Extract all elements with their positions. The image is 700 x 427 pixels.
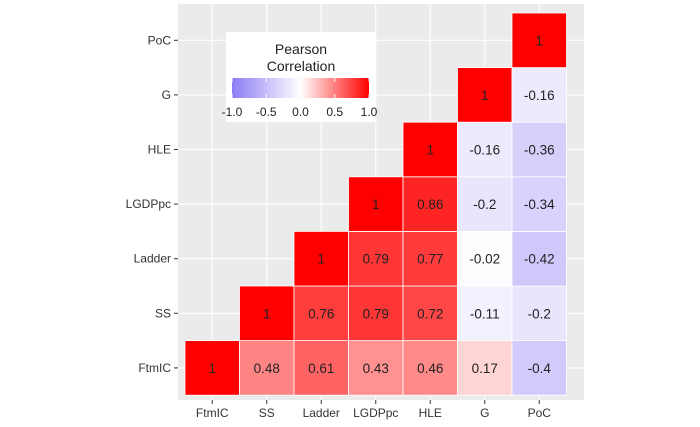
- y-tick-label: LGDPpc: [126, 197, 171, 211]
- y-tick-label: SS: [155, 306, 171, 320]
- heatmap-cell-hle-ladder: [402, 230, 458, 287]
- heatmap-cells: [184, 12, 567, 396]
- cell-value-label: 1: [263, 306, 271, 321]
- heatmap-cell-g-g: [457, 67, 513, 123]
- heatmap-cell-poc-g: [511, 67, 567, 123]
- cell-value-label: -0.4: [528, 361, 552, 376]
- cell-value-label: 1: [317, 252, 325, 267]
- heatmap-cell-ss-ftmic: [239, 340, 295, 396]
- heatmap-cell-poc-ladder: [511, 230, 567, 287]
- cell-value-label: 0.61: [308, 361, 334, 376]
- cell-value-label: 1: [372, 197, 380, 212]
- cell-value-label: -0.2: [473, 197, 496, 212]
- legend-tick-label: -0.5: [256, 105, 277, 119]
- heatmap-cell-ftmic-ftmic: [184, 340, 240, 396]
- y-tick-label: G: [162, 88, 171, 102]
- legend-ticks: -1.0 -0.5 0.0 0.5 1.0: [222, 78, 378, 119]
- legend-title-line2: Correlation: [267, 58, 335, 74]
- cell-value-label: 0.72: [417, 306, 443, 321]
- x-tick-label: PoC: [528, 406, 552, 420]
- cell-value-label: 0.86: [417, 197, 443, 212]
- cell-value-label: 0.17: [472, 361, 498, 376]
- cell-value-label: -0.42: [524, 252, 555, 267]
- y-tick-label: PoC: [148, 33, 172, 47]
- legend-tick-label: 0.0: [292, 105, 309, 119]
- cell-value-label: 1: [426, 143, 434, 158]
- heatmap-cell-g-hle: [457, 121, 513, 178]
- cell-value-label: 1: [535, 33, 543, 48]
- cell-value-label: -0.16: [469, 143, 500, 158]
- cell-value-label: -0.2: [528, 306, 551, 321]
- x-tick-label: HLE: [419, 406, 442, 420]
- cell-value-label: 0.46: [417, 361, 443, 376]
- cell-value-labels: 1 0.48 0.61 0.43 0.46 0.17 -0.4 1 0.76 0.79 0.72 -0…: [208, 33, 555, 376]
- heatmap-cell-poc-poc: [511, 12, 567, 68]
- heatmap-cell-g-lgdppc: [457, 176, 513, 232]
- y-tick-label: FtmIC: [138, 361, 171, 375]
- x-axis: FtmIC SS Ladder LGDPpc HLE G PoC: [196, 400, 551, 420]
- legend-tick-label: 1.0: [361, 105, 378, 119]
- heatmap-cell-g-ftmic: [457, 340, 513, 396]
- cell-value-label: -0.34: [524, 197, 555, 212]
- legend-tick-label: 0.5: [326, 105, 343, 119]
- cell-value-label: 0.79: [363, 252, 389, 267]
- heatmap-cell-lgdppc-ss: [348, 285, 404, 341]
- x-tick-label: G: [480, 406, 489, 420]
- cell-value-label: -0.11: [470, 306, 500, 321]
- cell-value-label: -0.16: [524, 88, 555, 103]
- x-tick-label: SS: [259, 406, 275, 420]
- x-tick-label: FtmIC: [196, 406, 229, 420]
- y-tick-label: HLE: [148, 143, 171, 157]
- cell-value-label: 0.77: [417, 252, 443, 267]
- y-tick-label: Ladder: [134, 252, 171, 266]
- cell-value-label: -0.36: [524, 143, 555, 158]
- heatmap-cell-lgdppc-lgdppc: [348, 176, 404, 232]
- heatmap-cell-ss-ss: [239, 285, 295, 341]
- heatmap-cell-poc-hle: [511, 121, 567, 178]
- cell-value-label: -0.02: [469, 252, 500, 267]
- legend-background: [226, 32, 376, 122]
- legend-tick-label: -1.0: [222, 105, 243, 119]
- heatmap-cell-hle-hle: [402, 121, 458, 178]
- cell-value-label: 0.79: [363, 306, 389, 321]
- heatmap-cell-poc-ss: [511, 285, 567, 341]
- legend-colorbar: [232, 78, 369, 98]
- cell-value-label: 0.48: [254, 361, 280, 376]
- heatmap-cell-lgdppc-ladder: [348, 230, 404, 287]
- heatmap-cell-ladder-ss: [293, 285, 349, 341]
- y-axis: PoC G HLE LGDPpc Ladder SS FtmIC: [126, 33, 178, 375]
- x-tick-label: LGDPpc: [353, 406, 398, 420]
- legend: Pearson Correlation -1.0 -0.5 0.0 0.5 1.0: [222, 32, 378, 122]
- cell-value-label: 1: [481, 88, 489, 103]
- legend-title-line1: Pearson: [275, 41, 327, 57]
- x-tick-label: Ladder: [303, 406, 340, 420]
- cell-value-label: 0.76: [308, 306, 334, 321]
- heatmap-cell-ladder-ftmic: [293, 340, 349, 396]
- cell-value-label: 0.43: [363, 361, 389, 376]
- heatmap-cell-poc-lgdppc: [511, 176, 567, 232]
- cell-value-label: 1: [208, 361, 216, 376]
- heatmap-cell-g-ladder: [457, 230, 513, 287]
